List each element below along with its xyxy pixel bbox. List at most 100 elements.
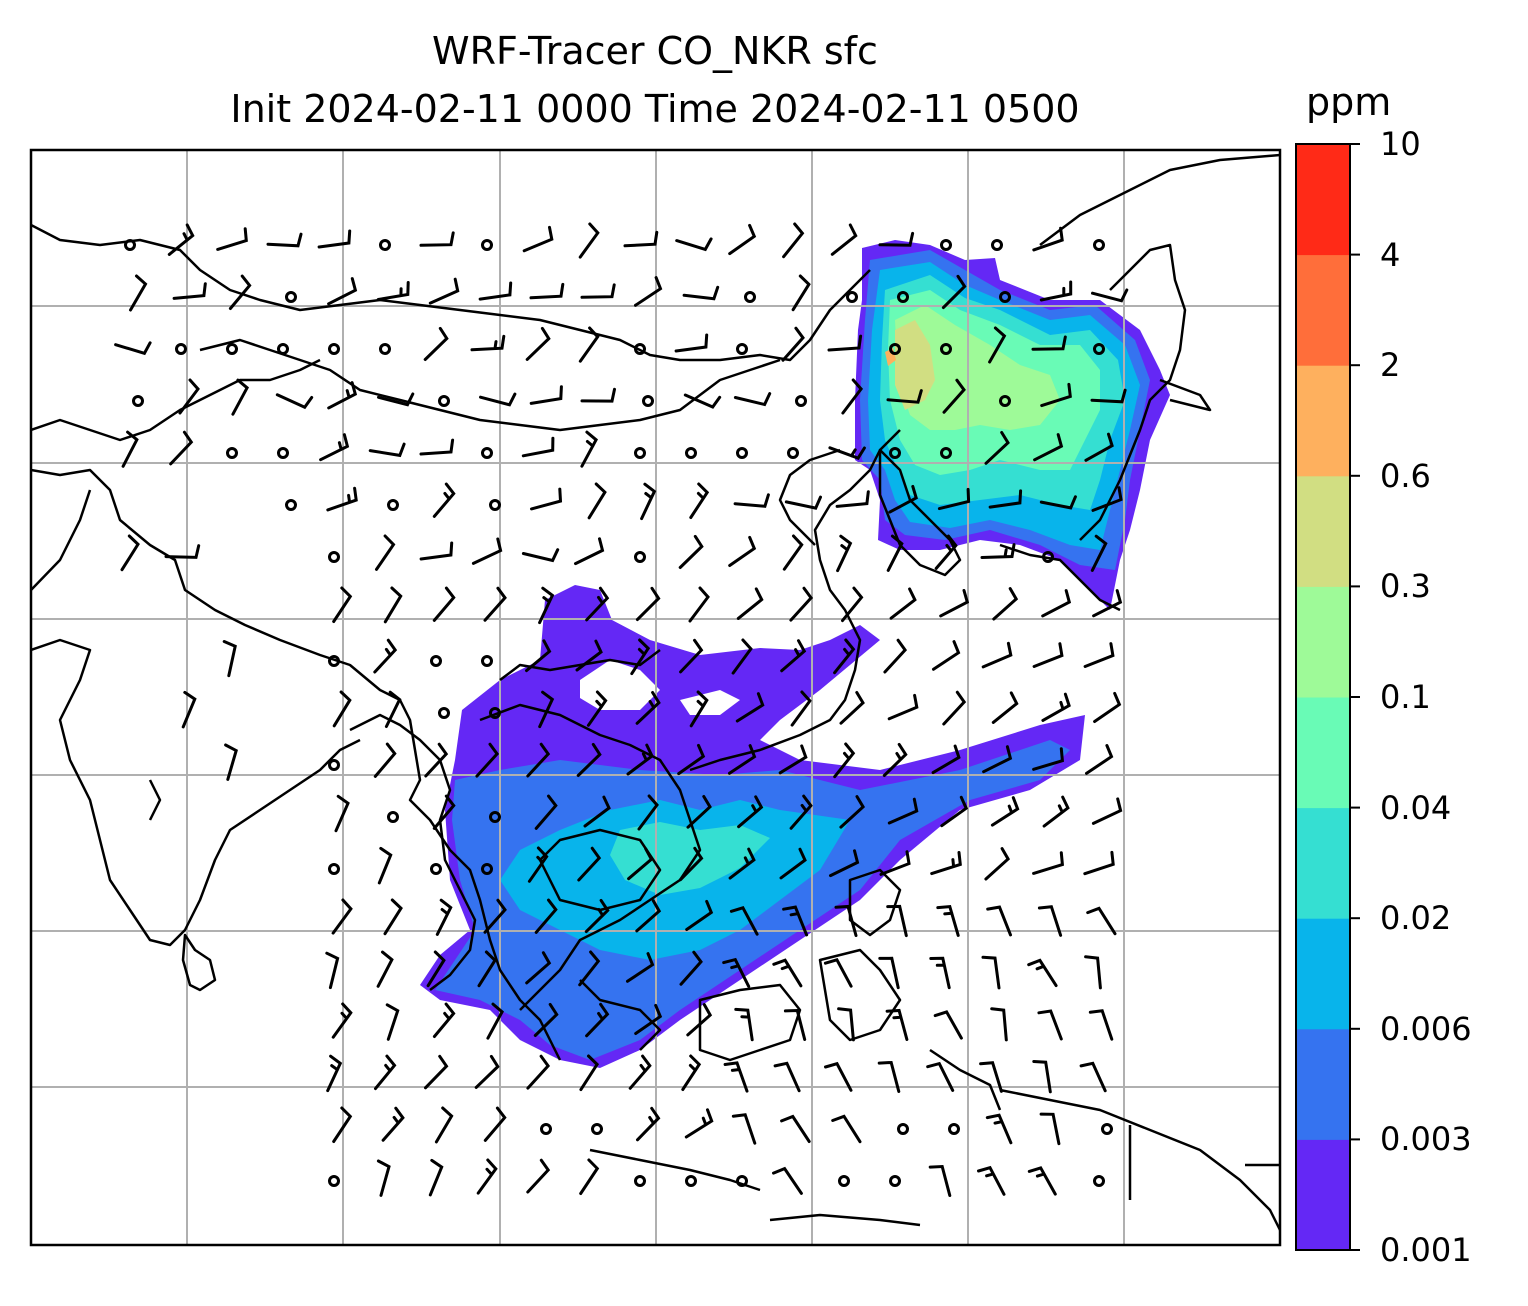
wind-barb [579, 1158, 600, 1195]
wind-calm-circle [744, 291, 756, 303]
wind-barb [432, 1002, 456, 1038]
wind-barb [926, 1061, 955, 1092]
wind-barb [878, 231, 915, 247]
wind-barb [181, 690, 197, 729]
map-subtitle: Init 2024-02-11 0000 Time 2024-02-11 050… [230, 87, 1080, 131]
wind-barb [483, 1106, 507, 1142]
wind-barb [332, 1106, 353, 1143]
wind-barb [483, 586, 507, 622]
wind-barb [733, 493, 770, 508]
wind-barb [477, 950, 497, 988]
wind-barb [729, 906, 759, 936]
wind-barb [525, 326, 551, 361]
wind-barb [932, 640, 961, 671]
wind-barb [887, 693, 919, 721]
wind-barb [931, 744, 961, 775]
wind-barb [941, 274, 967, 310]
colorbar-tick-label: 0.3 [1380, 567, 1431, 606]
wind-barb [886, 904, 908, 938]
wind-barb [688, 586, 710, 623]
wind-calm-circle [285, 291, 297, 303]
wind-barb [580, 430, 598, 468]
wind-barb [129, 274, 148, 312]
wind-barb [883, 638, 908, 674]
colorbar-tick-label: 0.02 [1380, 899, 1452, 938]
wind-barb [374, 1054, 397, 1091]
wind-barb [1032, 1060, 1052, 1094]
colorbar-swatch [1296, 1139, 1350, 1251]
wind-calm-circle [685, 1175, 697, 1187]
wind-barb [419, 438, 455, 456]
wind-calm-circle [379, 343, 391, 355]
wind-barb [628, 1054, 652, 1090]
wind-barb [319, 433, 350, 462]
wind-barb [1040, 382, 1072, 408]
wind-barb [930, 851, 962, 876]
wind-calm-circle [634, 343, 646, 355]
wind-calm-circle [1093, 1175, 1105, 1187]
wind-calm-circle [379, 239, 391, 251]
wind-barb [928, 1164, 952, 1197]
wind-barb [1086, 906, 1117, 936]
wind-barb [887, 797, 919, 825]
wind-calm-circle [897, 1123, 909, 1135]
wind-barb [530, 487, 563, 511]
wind-barb [689, 482, 710, 519]
wind-barb [533, 1002, 559, 1037]
wind-barb [674, 333, 709, 353]
wind-barb [980, 543, 1016, 559]
wind-barb [476, 1158, 498, 1195]
colorbar-tick-label: 0.04 [1380, 788, 1452, 827]
wind-barb [933, 1010, 963, 1040]
wind-barb [579, 1054, 600, 1092]
wind-calm-circle [889, 1175, 901, 1187]
wind-barb [428, 1158, 444, 1197]
wind-barb [521, 548, 560, 563]
wind-calm-circle [226, 447, 238, 459]
wind-barb [1041, 589, 1072, 618]
wind-barb [419, 231, 455, 247]
wind-barb [828, 446, 866, 461]
wind-barb [471, 537, 503, 565]
colorbar-swatch [1296, 918, 1350, 1030]
wind-barb [577, 846, 602, 882]
wind-barb [885, 1008, 909, 1041]
wind-barb [889, 587, 917, 620]
wind-barb [939, 589, 970, 618]
wind-barb [534, 794, 558, 830]
wind-barb [474, 1054, 500, 1089]
wind-calm-circle [540, 1123, 552, 1135]
wind-calm-circle [846, 291, 858, 303]
colorbar-tick-label: 0.006 [1380, 1009, 1472, 1048]
wind-barb [575, 639, 603, 672]
wind-barb [733, 392, 772, 407]
wind-barb [373, 742, 397, 778]
wind-barb [626, 952, 655, 983]
wind-barb [992, 587, 1019, 621]
wind-barb [986, 905, 1012, 937]
colorbar-swatch [1296, 807, 1350, 919]
wind-barb [940, 795, 969, 828]
wind-calm-circle [328, 551, 340, 563]
wind-calm-circle [642, 395, 654, 407]
wind-barb [434, 1106, 454, 1144]
wind-barb [981, 955, 1001, 990]
wind-barb [942, 378, 966, 414]
wind-barb [635, 691, 661, 725]
colorbar-swatch [1296, 586, 1350, 698]
wind-calm-circle [889, 343, 901, 355]
wind-barb [936, 905, 960, 937]
colorbar-tick-label: 0.001 [1380, 1231, 1472, 1269]
wind-barb [888, 484, 918, 514]
wind-calm-circle [489, 811, 501, 823]
wind-barb [228, 274, 252, 310]
wind-barb [824, 1061, 853, 1092]
wind-barb [879, 850, 911, 876]
graticule [31, 150, 1280, 1245]
colorbar-unit-label: ppm [1306, 80, 1392, 124]
wind-barb [470, 334, 506, 352]
wind-barb [486, 1002, 504, 1040]
wind-barb [376, 281, 410, 301]
colorbar [1295, 143, 1360, 1251]
